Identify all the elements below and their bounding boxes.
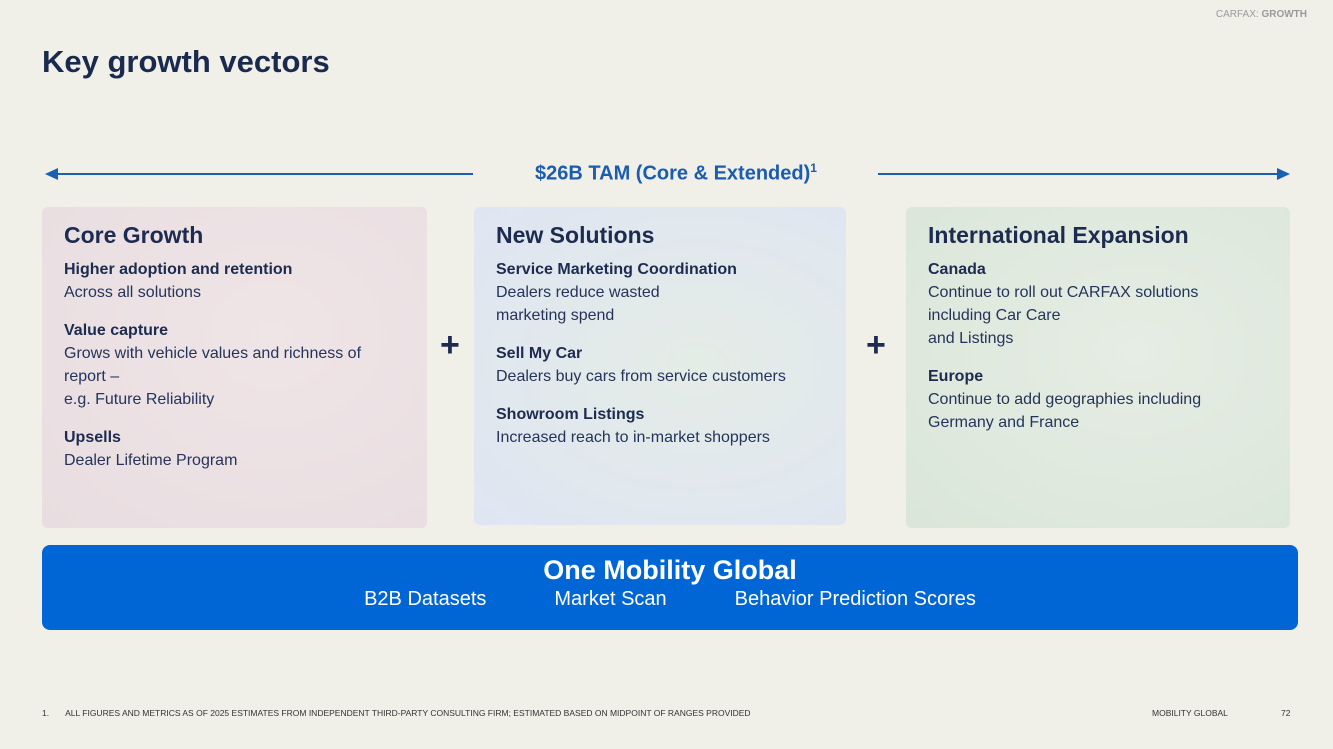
item-heading: Value capture <box>64 322 169 339</box>
section-tag: CARFAX: GROWTH <box>1216 9 1307 20</box>
item-line: Dealers buy cars from service customers <box>496 368 786 385</box>
tam-label: $26B TAM (Core & Extended)1 <box>474 161 878 186</box>
item-heading: Canada <box>928 261 986 278</box>
column-item: Service Marketing Coordination Dealers re… <box>496 259 824 327</box>
title: Key growth vectors <box>42 44 330 79</box>
note: ALL FIGURES AND METRICS AS OF 2025 ESTIM… <box>65 708 751 718</box>
item-line: including Car Care <box>928 307 1061 324</box>
brand: CARFAX: <box>1215 9 1259 20</box>
item-line: Dealer Lifetime Program <box>64 452 238 469</box>
column-title: New Solutions <box>496 222 655 248</box>
column-card: International Expansion Canada Continue to… <box>906 207 1290 528</box>
column-item: Europe Continue to add geographies includ… <box>928 366 1268 434</box>
banner-item: Market Scan <box>554 588 667 610</box>
item-heading: Upsells <box>64 429 121 446</box>
item-line: marketing spend <box>496 307 615 324</box>
column-title: International Expansion <box>928 222 1189 248</box>
column-item: Canada Continue to roll out CARFAX soluti… <box>928 259 1268 350</box>
note-number: 1. <box>42 708 50 718</box>
item-heading: Sell My Car <box>496 345 583 362</box>
column-item: Showroom Listings Increased reach to in-m… <box>496 404 824 449</box>
banner: One Mobility Global B2B Datasets Market S… <box>42 545 1298 630</box>
column-item: Upsells Dealer Lifetime Program <box>64 427 405 472</box>
item-line: Grows with vehicle values and richness o… <box>64 345 362 362</box>
item-line: Continue to roll out CARFAX solutions <box>928 284 1199 301</box>
page-number: 72 <box>1281 708 1291 718</box>
column-item: Higher adoption and retention Across all … <box>64 259 405 304</box>
item-line: Germany and France <box>928 414 1080 431</box>
item-line: report – <box>64 368 120 385</box>
section: GROWTH <box>1261 9 1307 20</box>
column-card: New Solutions Service Marketing Coordinat… <box>474 207 846 525</box>
item-heading: Europe <box>928 368 984 385</box>
item-line: Dealers reduce wasted <box>496 284 660 301</box>
tam-arrows <box>45 168 1290 180</box>
item-line: and Listings <box>928 330 1014 347</box>
banner-items: B2B Datasets Market Scan Behavior Predicti… <box>42 588 1298 611</box>
plus: + <box>866 326 886 364</box>
item-heading: Showroom Listings <box>496 406 645 423</box>
item-heading: Service Marketing Coordination <box>496 261 737 278</box>
footer-label: MOBILITY GLOBAL <box>1152 708 1228 718</box>
footnote: 1. ALL FIGURES AND METRICS AS OF 2025 EST… <box>42 708 751 718</box>
item-heading: Higher adoption and retention <box>64 261 293 278</box>
item-line: Across all solutions <box>64 284 201 301</box>
banner-title: One Mobility Global <box>543 555 797 585</box>
plus: + <box>440 326 460 364</box>
banner-item: B2B Datasets <box>364 588 487 610</box>
column-title: Core Growth <box>64 222 204 248</box>
item-line: Increased reach to in-market shoppers <box>496 429 770 446</box>
banner-item: Behavior Prediction Scores <box>734 588 976 610</box>
column-item: Value capture Grows with vehicle values a… <box>64 320 405 411</box>
column-card: Core Growth Higher adoption and retention… <box>42 207 427 528</box>
item-line: Continue to add geographies including <box>928 391 1202 408</box>
footnote-mark: 1 <box>810 161 817 175</box>
item-line: e.g. Future Reliability <box>64 391 215 408</box>
column-item: Sell My Car Dealers buy cars from service… <box>496 343 824 388</box>
tam-text: $26B TAM (Core & Extended) <box>535 162 811 185</box>
